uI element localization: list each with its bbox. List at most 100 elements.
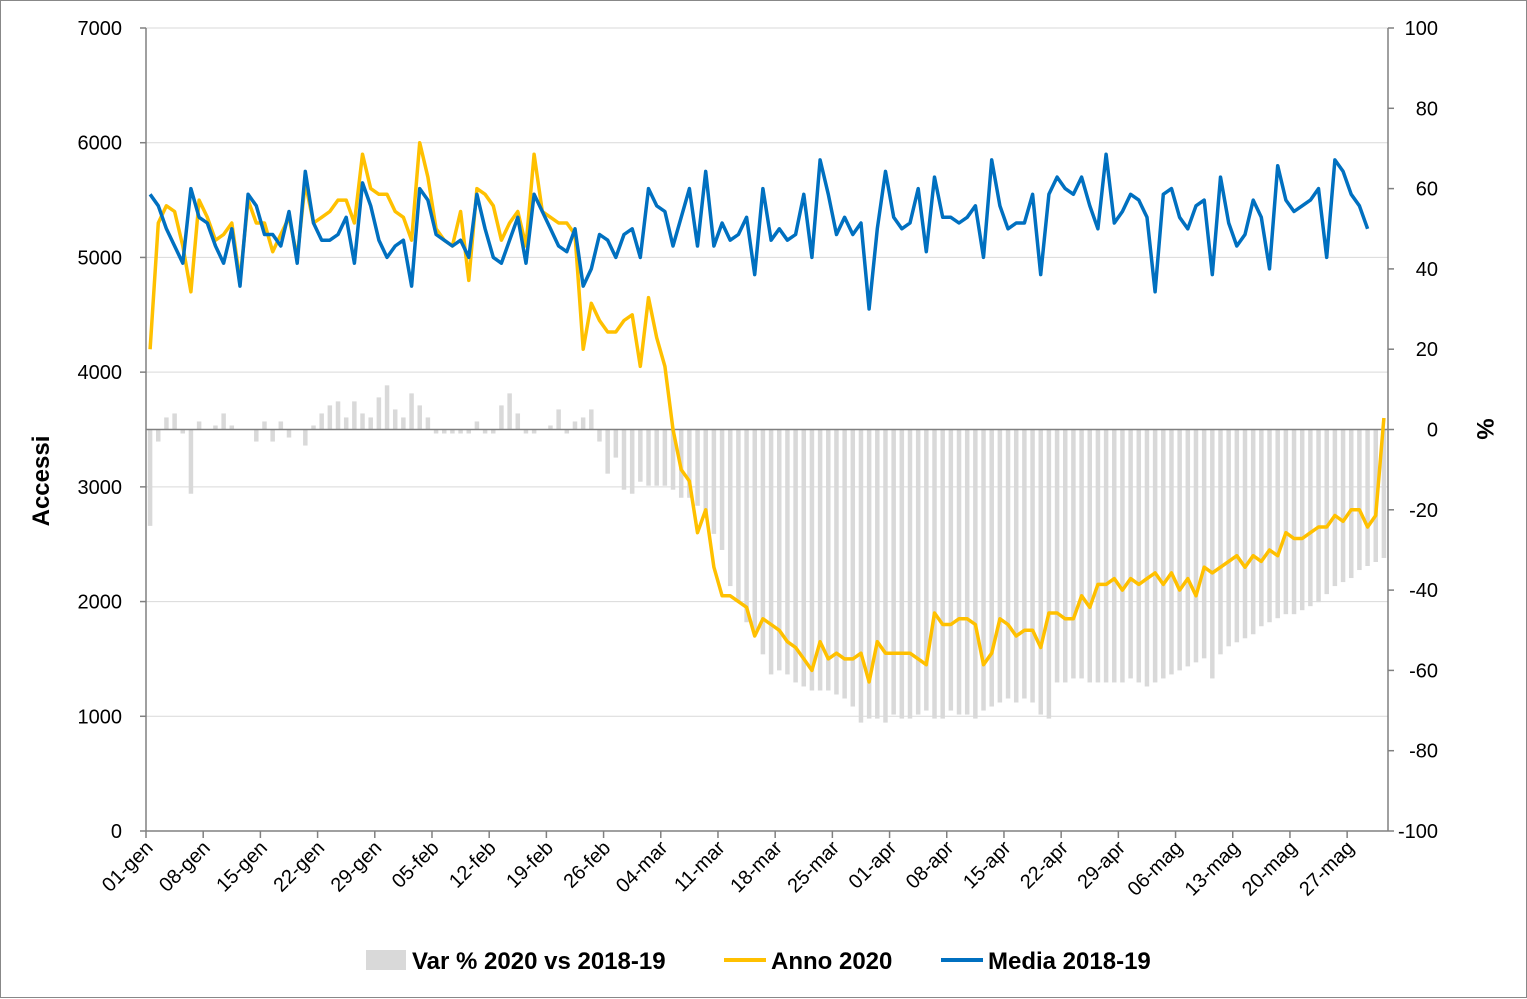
x-tick-label: 25-mar	[784, 837, 845, 898]
bar-var-pct	[376, 397, 382, 430]
gridlines	[146, 27, 1388, 717]
bar-var-pct	[605, 429, 610, 474]
bar-var-pct	[1242, 429, 1248, 639]
bar-var-pct	[1079, 429, 1084, 679]
bar-var-pct	[785, 429, 790, 675]
bar-var-pct	[360, 413, 365, 430]
bar-var-pct	[629, 429, 635, 494]
x-tick-label: 26-feb	[559, 837, 615, 893]
bar-var-pct	[809, 429, 815, 691]
legend-label-var-pct: Var % 2020 vs 2018-19	[412, 948, 666, 975]
bar-var-pct	[221, 413, 226, 430]
y2-tick-label: -100	[1398, 821, 1438, 843]
bar-var-pct	[1340, 429, 1346, 583]
y-tick-label: 2000	[78, 592, 123, 614]
bar-var-pct	[899, 429, 905, 719]
y2-tick-label: 100	[1405, 18, 1438, 40]
legend-label-anno-2020: Anno 2020	[771, 948, 892, 975]
bar-var-pct	[482, 429, 488, 434]
x-tick-label: 22-gen	[270, 837, 330, 897]
bar-var-pct	[1054, 429, 1060, 683]
bar-var-pct	[1226, 429, 1231, 647]
bar-var-pct	[981, 429, 986, 711]
bar-var-pct	[491, 429, 496, 434]
bar-var-pct	[1022, 429, 1027, 699]
bar-var-pct	[1087, 429, 1093, 683]
bar-var-pct	[507, 393, 512, 430]
bar-var-pct	[433, 429, 439, 434]
bar-var-pct	[752, 429, 757, 631]
x-tick-label: 29-apr	[1073, 837, 1130, 894]
bar-var-pct	[1136, 429, 1142, 683]
bar-var-pct	[254, 429, 259, 442]
bar-var-pct	[1381, 429, 1387, 558]
bar-var-pct	[368, 417, 373, 430]
x-tick-label: 15-apr	[959, 837, 1016, 894]
bar-var-pct	[834, 429, 839, 695]
bar-var-pct	[1005, 429, 1011, 699]
y2-tick-label: 80	[1416, 98, 1438, 120]
bar-var-pct	[793, 429, 798, 683]
bar-var-pct	[1332, 429, 1338, 587]
line-media-2018-19	[148, 152, 1370, 311]
x-tick-label: 04-mar	[612, 837, 673, 898]
bar-var-pct	[964, 429, 970, 715]
bar-var-pct	[1144, 429, 1150, 687]
bar-var-pct	[1185, 429, 1191, 667]
bar-var-pct	[744, 429, 749, 623]
x-tick-label: 13-mag	[1181, 837, 1245, 901]
bar-var-pct	[1308, 429, 1313, 607]
bar-var-pct	[401, 417, 406, 430]
y2-tick-label: 20	[1416, 339, 1438, 361]
bar-var-pct	[564, 429, 570, 434]
bar-var-pct	[572, 421, 578, 430]
bar-var-pct	[1201, 429, 1207, 659]
bar-var-pct	[458, 429, 463, 434]
bar-var-pct	[409, 393, 414, 430]
bar-var-pct	[343, 417, 349, 430]
bar-var-pct	[335, 401, 341, 430]
bar-var-pct	[891, 429, 896, 715]
bar-var-pct	[352, 401, 357, 430]
x-tick-label: 01-gen	[98, 837, 158, 897]
bar-var-pct	[1357, 429, 1362, 571]
bar-var-pct	[1169, 429, 1174, 675]
bar-var-pct	[270, 429, 275, 442]
bar-var-pct	[147, 429, 153, 526]
bar-var-pct	[1259, 429, 1264, 627]
bar-var-pct	[1013, 429, 1019, 703]
bar-var-pct	[556, 409, 561, 430]
x-tick-label: 08-gen	[155, 837, 215, 897]
x-tick-label: 19-feb	[502, 837, 558, 893]
bar-var-pct	[646, 429, 651, 486]
x-tick-label: 27-mag	[1295, 837, 1359, 901]
x-tick-label: 12-feb	[445, 837, 501, 893]
x-tick-label: 18-mar	[726, 837, 787, 898]
bar-var-pct	[997, 429, 1003, 703]
bar-var-pct	[441, 429, 447, 434]
y-axis-title: Accessi	[28, 436, 55, 527]
line-series-group	[148, 140, 1386, 684]
bar-var-pct	[1193, 429, 1199, 663]
bar-var-pct	[417, 405, 422, 430]
bar-var-pct	[589, 409, 594, 430]
bar-var-pct	[1120, 429, 1125, 683]
y-tick-label: 4000	[78, 362, 123, 384]
bar-var-pct	[695, 429, 700, 506]
x-tick-label: 06-mag	[1124, 837, 1188, 901]
bar-var-pct	[164, 417, 169, 430]
bar-var-pct	[523, 429, 529, 434]
line-anno-2020	[148, 140, 1386, 684]
bar-var-pct	[1071, 429, 1076, 679]
y2-tick-label: -40	[1409, 580, 1438, 602]
bar-var-pct	[826, 429, 831, 691]
x-tick-label: 20-mag	[1238, 837, 1302, 901]
bar-var-pct	[286, 429, 292, 438]
bar-var-pct	[1316, 429, 1321, 603]
y2-tick-label: 0	[1427, 420, 1438, 442]
bar-var-pct	[727, 429, 733, 587]
bar-var-pct	[1291, 429, 1297, 615]
bar-var-pct	[760, 429, 766, 655]
